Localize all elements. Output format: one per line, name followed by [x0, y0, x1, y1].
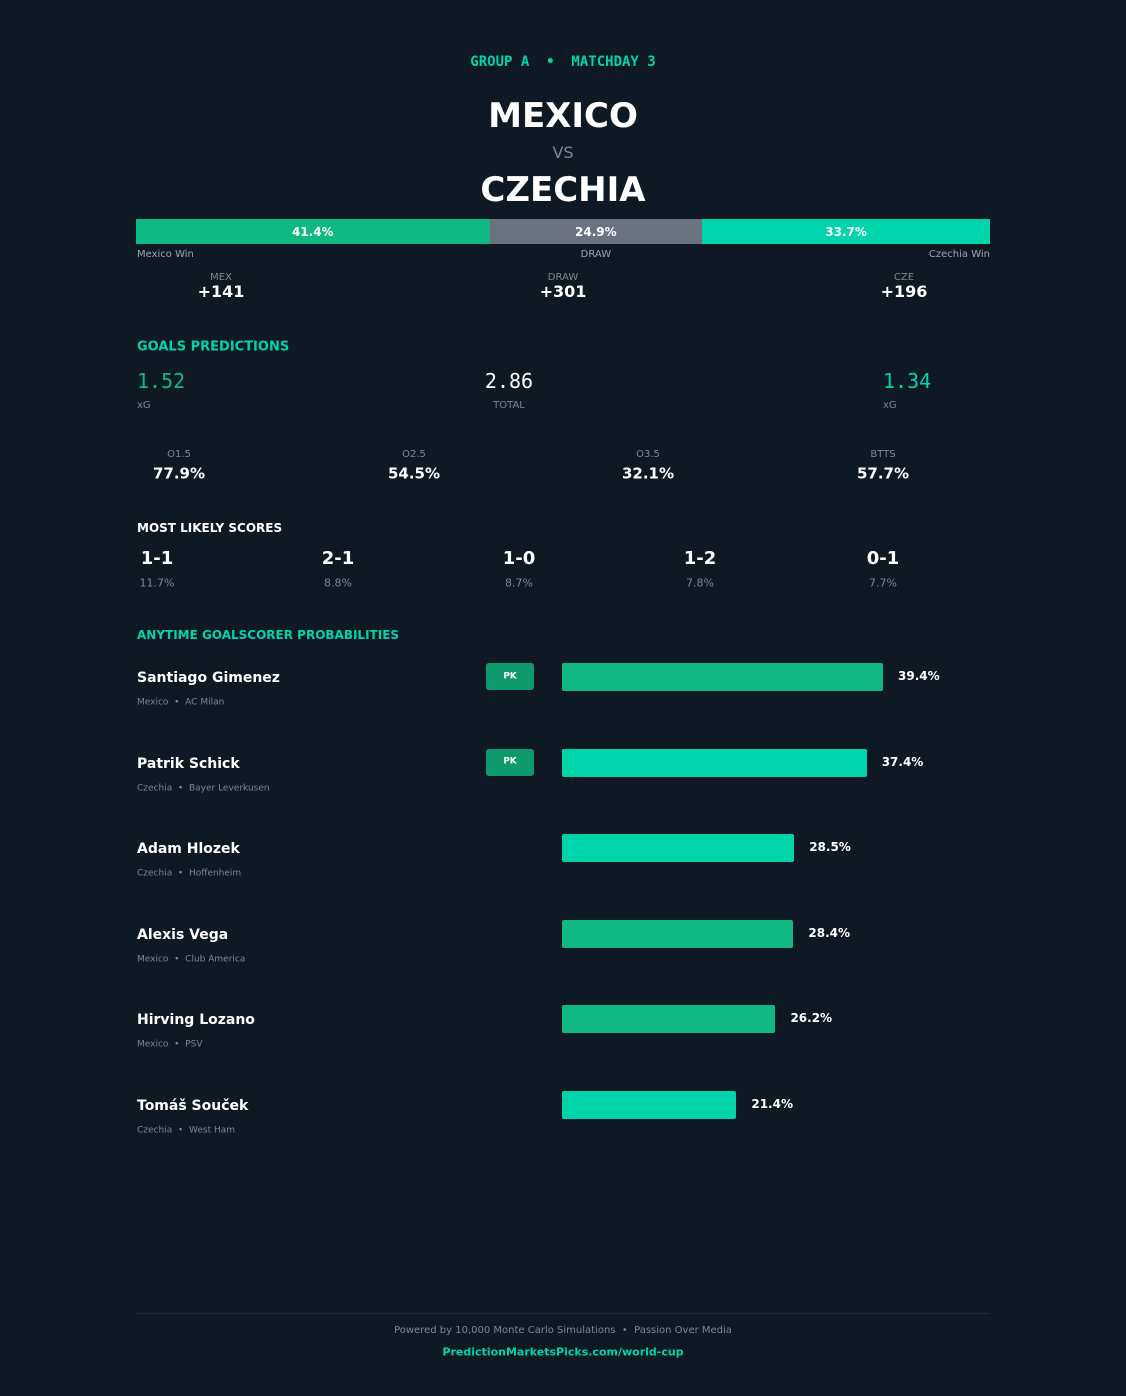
- score-prob: 8.7%: [505, 576, 533, 590]
- scorer-value: 37.4%: [881, 754, 924, 769]
- odds-label: CZE: [893, 272, 915, 283]
- probability-bar: 41.4% 24.9% 33.7%: [136, 219, 990, 244]
- segment-label: 24.9%: [575, 224, 617, 239]
- away-xg-label: xG: [883, 400, 897, 411]
- player-info: Mexico • PSV: [137, 1039, 203, 1050]
- probability-segment: 33.7%: [702, 219, 990, 244]
- market-label: O1.5: [167, 449, 191, 460]
- market-value: 54.5%: [387, 464, 441, 483]
- score-prob: 11.7%: [139, 576, 175, 590]
- outcome-label: Czechia Win: [928, 249, 990, 260]
- odds-value: +141: [197, 282, 245, 301]
- kicker: GROUP A • MATCHDAY 3: [470, 54, 656, 70]
- vs: VS: [552, 143, 574, 162]
- market-label: O2.5: [402, 449, 426, 460]
- market-value: 32.1%: [621, 464, 675, 483]
- player-name: Alexis Vega: [137, 926, 229, 943]
- score: 0-1: [866, 548, 900, 569]
- scorer-bar: [562, 748, 867, 777]
- score: 2-1: [321, 548, 355, 569]
- player-info: Czechia • Bayer Leverkusen: [137, 783, 270, 793]
- scorer-bar: [562, 1005, 776, 1033]
- pk-label: PK: [503, 671, 517, 681]
- score-prob: 8.8%: [324, 576, 352, 590]
- pk-label: PK: [503, 756, 517, 767]
- player-name: Santiago Gimenez: [137, 670, 280, 686]
- scorer-value: 39.4%: [898, 669, 940, 683]
- away-xg: 1.34: [883, 369, 932, 393]
- pk-badge: PK: [486, 663, 534, 690]
- player-name: Tomáš Souček: [137, 1097, 249, 1114]
- player-info: Mexico • AC Milan: [137, 697, 225, 708]
- score: 1-2: [683, 548, 717, 569]
- outcome-label: DRAW: [580, 249, 612, 260]
- home-xg: 1.52: [137, 369, 186, 393]
- score-prob: 7.7%: [869, 576, 897, 590]
- away-team: CZECHIA: [480, 170, 646, 210]
- odds-label: DRAW: [547, 272, 579, 283]
- scorer-value: 28.4%: [808, 925, 851, 940]
- footer-link[interactable]: PredictionMarketsPicks.com/world-cup: [442, 1345, 684, 1359]
- pk-badge: PK: [486, 748, 534, 776]
- section-title: GOALS PREDICTIONS: [137, 339, 290, 355]
- score: 1-1: [140, 548, 174, 569]
- player-info: Czechia • Hoffenheim: [137, 868, 242, 879]
- player-info: Mexico • Club America: [137, 954, 246, 964]
- total-goals: 2.86: [484, 369, 534, 393]
- market-value: 77.9%: [152, 464, 206, 483]
- scorer-value: 26.2%: [790, 1011, 833, 1025]
- scorer-bar: [562, 919, 794, 948]
- section-title: ANYTIME GOALSCORER PROBABILITIES: [137, 628, 400, 642]
- odds-value: +301: [539, 282, 587, 301]
- outcome-label: Mexico Win: [137, 249, 194, 260]
- segment-label: 41.4%: [291, 224, 334, 239]
- scorer-value: 28.5%: [809, 840, 851, 854]
- probability-segment: 41.4%: [136, 219, 490, 244]
- home-xg-label: xG: [137, 400, 151, 411]
- score: 1-0: [502, 548, 536, 569]
- scorer-bar: [562, 834, 795, 862]
- footer-note: Powered by 10,000 Monte Carlo Simulation…: [394, 1325, 732, 1336]
- player-name: Hirving Lozano: [137, 1012, 255, 1028]
- home-team: MEXICO: [488, 96, 638, 136]
- player-name: Adam Hlozek: [137, 841, 240, 857]
- score-prob: 7.8%: [686, 576, 714, 590]
- divider: [137, 1313, 990, 1314]
- market-label: O3.5: [636, 449, 660, 460]
- player-info: Czechia • West Ham: [137, 1125, 236, 1135]
- total-label: TOTAL: [493, 400, 525, 411]
- probability-segment: 24.9%: [489, 219, 703, 244]
- player-name: Patrik Schick: [137, 755, 240, 772]
- section-title: MOST LIKELY SCORES: [137, 521, 283, 535]
- market-label: BTTS: [870, 449, 896, 460]
- scorer-bar: [562, 663, 883, 691]
- segment-label: 33.7%: [825, 224, 867, 239]
- odds-label: MEX: [210, 272, 232, 283]
- market-value: 57.7%: [856, 464, 910, 483]
- scorer-value: 21.4%: [751, 1096, 793, 1111]
- scorer-bar: [562, 1090, 737, 1119]
- odds-value: +196: [880, 282, 928, 301]
